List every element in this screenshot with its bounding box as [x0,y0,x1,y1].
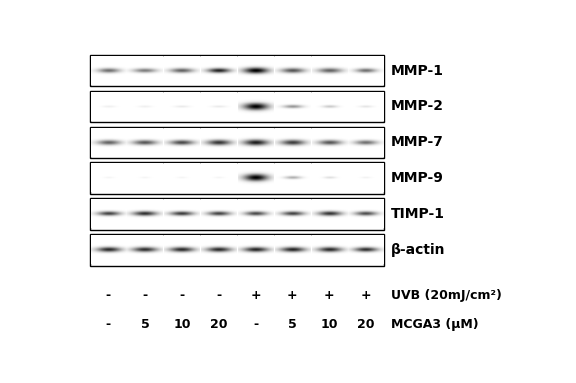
Text: +: + [361,289,372,302]
Bar [90,234,384,266]
Text: MCGA3 (μM): MCGA3 (μM) [391,318,479,331]
Text: MMP-1: MMP-1 [391,64,444,78]
Bar [90,126,384,158]
Text: MMP-9: MMP-9 [391,171,444,185]
Bar [90,162,384,194]
Bar [90,55,384,87]
Text: +: + [287,289,298,302]
Text: +: + [324,289,335,302]
Text: 5: 5 [288,318,297,331]
Text: -: - [253,318,258,331]
Text: +: + [250,289,261,302]
Text: 20: 20 [357,318,375,331]
Text: 20: 20 [210,318,228,331]
Text: -: - [179,289,184,302]
Text: β-actin: β-actin [391,243,446,257]
Text: 5: 5 [141,318,150,331]
Text: MMP-2: MMP-2 [391,100,444,113]
Text: MMP-7: MMP-7 [391,135,444,149]
Text: 10: 10 [320,318,338,331]
Text: -: - [106,318,111,331]
Bar [90,91,384,122]
Bar [90,198,384,230]
Text: -: - [216,289,221,302]
Text: UVB (20mJ/cm²): UVB (20mJ/cm²) [391,289,502,302]
Text: -: - [106,289,111,302]
Text: -: - [142,289,147,302]
Text: TIMP-1: TIMP-1 [391,207,445,221]
Text: 10: 10 [173,318,191,331]
